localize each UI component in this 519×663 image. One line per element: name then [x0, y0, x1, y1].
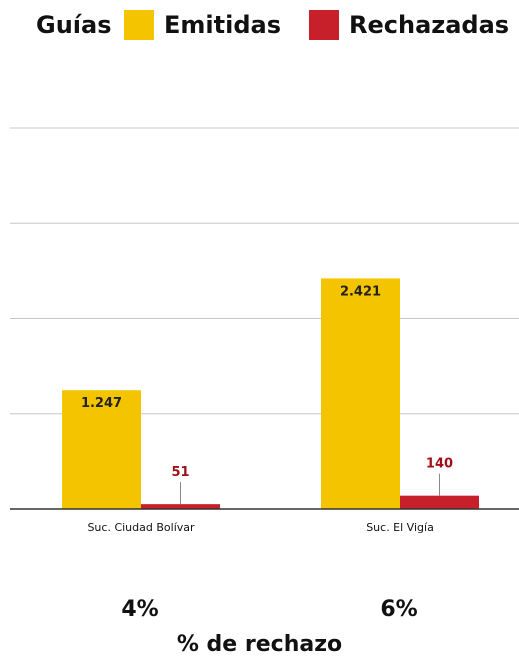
legend-swatch-rechazadas	[309, 10, 339, 40]
bar-chart: 1.247 51 Suc. Ciudad Bolívar 2.421 140 Suc. E…	[10, 127, 519, 534]
x-tick-label: Suc. Ciudad Bolívar	[87, 521, 195, 534]
bar-emitidas	[321, 278, 400, 509]
data-label-rechazadas: 51	[171, 465, 189, 480]
legend-title: Guías	[36, 11, 112, 39]
legend-swatch-emitidas	[124, 10, 154, 40]
x-tick-label: Suc. El Vigía	[366, 521, 434, 534]
bar-emitidas	[62, 390, 141, 509]
legend-label-emitidas: Emitidas	[164, 11, 281, 39]
data-label-rechazadas: 140	[426, 457, 453, 472]
data-label-emitidas: 2.421	[340, 284, 381, 299]
percentage-el-vigia: 6%	[380, 597, 418, 622]
bar-rechazadas	[400, 495, 479, 509]
legend: Guías Emitidas Rechazadas	[0, 8, 519, 42]
bar-rechazadas	[141, 504, 220, 509]
percentage-ciudad-bolivar: 4%	[121, 597, 159, 622]
data-label-emitidas: 1.247	[81, 396, 122, 411]
legend-item-emitidas: Emitidas	[124, 8, 281, 42]
footer-label: % de rechazo	[176, 632, 343, 657]
legend-item-rechazadas: Rechazadas	[309, 8, 509, 42]
legend-label-rechazadas: Rechazadas	[349, 11, 510, 39]
